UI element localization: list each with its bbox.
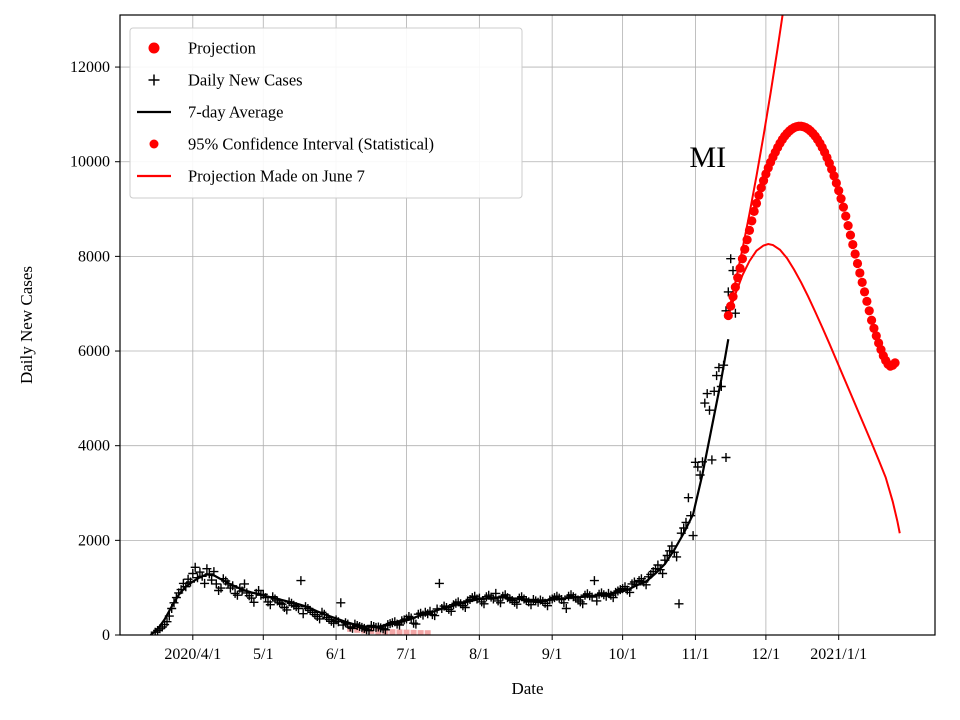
projection-dot (864, 306, 874, 316)
projection-dot (850, 249, 860, 259)
projection-dot (749, 206, 759, 217)
projection-dot (852, 258, 863, 269)
legend-dot-marker (149, 139, 159, 149)
x-tick-label: 5/1 (253, 646, 273, 663)
y-tick-label: 12000 (70, 59, 110, 76)
june7-projection-marker (424, 630, 431, 635)
legend-label: 95% Confidence Interval (Statistical) (188, 135, 434, 154)
y-tick-label: 0 (102, 627, 110, 644)
projection-dot (869, 323, 879, 333)
legend: Projection Daily New Cases 7-day Average 95… (129, 27, 523, 199)
x-tick-label: 2020/4/1 (164, 646, 221, 663)
projection-dot (845, 230, 856, 240)
y-tick-label: 2000 (78, 532, 110, 549)
projection-dot (855, 268, 865, 278)
annotation-state: MI (689, 141, 726, 174)
series-seven-day-average (149, 339, 730, 635)
projection-dot (730, 282, 740, 292)
series-ci-lower (727, 243, 901, 534)
projection-dot (843, 221, 853, 231)
projection-dot (737, 254, 748, 264)
projection-dot (890, 358, 900, 368)
state-label: MI (689, 141, 726, 174)
ci_lower-line (727, 243, 901, 534)
projection-dot (834, 185, 844, 196)
y-tick-label: 8000 (78, 248, 110, 265)
x-tick-label: 8/1 (469, 646, 489, 663)
legend-box (129, 27, 523, 199)
y-tick-label: 10000 (70, 154, 110, 171)
projection-dot (723, 310, 733, 321)
projection-dot (735, 263, 745, 273)
legend-label: Daily New Cases (188, 71, 303, 90)
projection-dot (857, 277, 867, 288)
legend-plus-marker (148, 74, 160, 86)
projection-dot (742, 235, 752, 245)
x-tick-label: 7/1 (396, 646, 416, 663)
projection-dot (831, 178, 841, 188)
june7-projection-marker (396, 629, 403, 635)
x-tick-label: 10/1 (608, 646, 636, 663)
series-projection (723, 121, 900, 371)
projection-dot (756, 183, 766, 193)
x-axis: 2020/4/1 5/1 6/1 7/1 8/1 9/1 10/1 11/1 12/1 2021/… (164, 635, 867, 698)
june7-projection-marker (403, 629, 410, 635)
x-tick-label: 12/1 (752, 646, 780, 663)
legend-label: 7-day Average (188, 103, 283, 122)
projection-dot (747, 216, 757, 226)
x-tick-label: 9/1 (542, 646, 562, 663)
legend-dot-marker (148, 42, 160, 54)
x-axis-title: Date (511, 679, 543, 698)
projection-dot (862, 296, 872, 306)
projection-dot (740, 244, 750, 254)
x-tick-label: 2021/1/1 (810, 646, 867, 663)
june7-projection-marker (389, 629, 396, 635)
projection-dot (728, 292, 738, 302)
projection-dot (866, 315, 877, 325)
y-axis-title: Daily New Cases (17, 266, 36, 384)
projection-dot (848, 239, 858, 250)
projection-dot (871, 331, 881, 341)
projection-dot (751, 198, 762, 208)
june7-projection-marker (410, 629, 417, 635)
projection-dot (726, 301, 736, 311)
x-tick-label: 11/1 (682, 646, 710, 663)
june7-projection-marker (417, 630, 424, 635)
legend-label: Projection (188, 39, 256, 58)
y-tick-label: 4000 (78, 438, 110, 455)
projection-dot (733, 273, 743, 283)
y-axis: 0 2000 4000 6000 8000 10000 12000 Daily New Cas… (17, 59, 120, 644)
projection-dot (859, 287, 870, 297)
seven-day-average-line (149, 339, 730, 635)
projection-dot (838, 202, 849, 212)
projection-dot (744, 225, 755, 235)
legend-label: Projection Made on June 7 (188, 167, 365, 186)
x-tick-label: 6/1 (326, 646, 346, 663)
projection-dot (841, 211, 851, 221)
projection-dot (836, 194, 846, 204)
projection-dot (829, 171, 839, 181)
projection-dot (754, 190, 764, 200)
plot-border (119, 14, 936, 636)
y-tick-label: 6000 (78, 343, 110, 360)
